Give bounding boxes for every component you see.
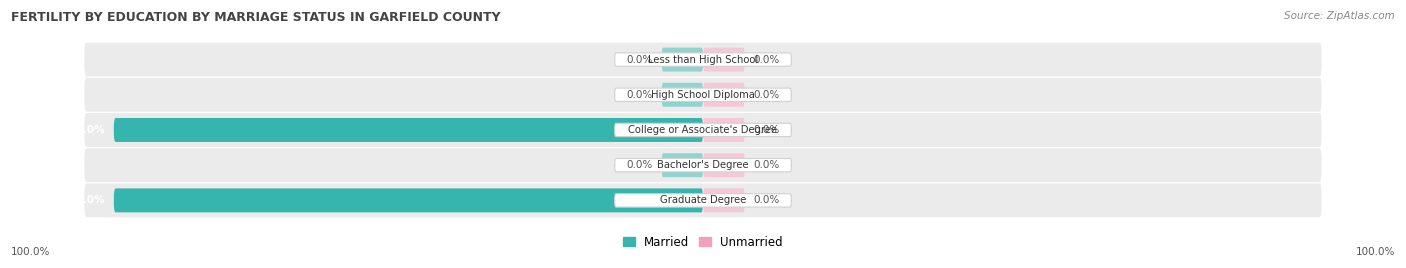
Text: 0.0%: 0.0% <box>627 90 652 100</box>
Text: 0.0%: 0.0% <box>754 160 780 170</box>
Text: Source: ZipAtlas.com: Source: ZipAtlas.com <box>1284 11 1395 21</box>
FancyBboxPatch shape <box>614 158 792 172</box>
FancyBboxPatch shape <box>84 113 1322 147</box>
FancyBboxPatch shape <box>703 83 745 107</box>
Text: 0.0%: 0.0% <box>754 125 780 135</box>
FancyBboxPatch shape <box>114 118 703 142</box>
Text: 0.0%: 0.0% <box>754 55 780 65</box>
Text: College or Associate's Degree: College or Associate's Degree <box>628 125 778 135</box>
FancyBboxPatch shape <box>84 78 1322 112</box>
FancyBboxPatch shape <box>84 43 1322 76</box>
Text: Less than High School: Less than High School <box>648 55 758 65</box>
Text: Bachelor's Degree: Bachelor's Degree <box>657 160 749 170</box>
Text: FERTILITY BY EDUCATION BY MARRIAGE STATUS IN GARFIELD COUNTY: FERTILITY BY EDUCATION BY MARRIAGE STATU… <box>11 11 501 24</box>
FancyBboxPatch shape <box>703 153 745 177</box>
Legend: Married, Unmarried: Married, Unmarried <box>619 231 787 253</box>
Text: 0.0%: 0.0% <box>627 160 652 170</box>
FancyBboxPatch shape <box>703 118 745 142</box>
FancyBboxPatch shape <box>614 194 792 207</box>
FancyBboxPatch shape <box>703 188 745 212</box>
Text: 100.0%: 100.0% <box>1355 247 1395 257</box>
FancyBboxPatch shape <box>662 48 703 72</box>
FancyBboxPatch shape <box>114 188 703 212</box>
Text: 100.0%: 100.0% <box>11 247 51 257</box>
Text: 100.0%: 100.0% <box>62 125 105 135</box>
FancyBboxPatch shape <box>614 123 792 137</box>
Text: Graduate Degree: Graduate Degree <box>659 195 747 205</box>
FancyBboxPatch shape <box>84 148 1322 182</box>
FancyBboxPatch shape <box>614 53 792 66</box>
Text: 100.0%: 100.0% <box>62 195 105 205</box>
Text: 0.0%: 0.0% <box>754 90 780 100</box>
FancyBboxPatch shape <box>84 184 1322 217</box>
FancyBboxPatch shape <box>614 88 792 102</box>
FancyBboxPatch shape <box>703 48 745 72</box>
FancyBboxPatch shape <box>662 83 703 107</box>
FancyBboxPatch shape <box>662 153 703 177</box>
Text: 0.0%: 0.0% <box>754 195 780 205</box>
Text: High School Diploma: High School Diploma <box>651 90 755 100</box>
Text: 0.0%: 0.0% <box>627 55 652 65</box>
